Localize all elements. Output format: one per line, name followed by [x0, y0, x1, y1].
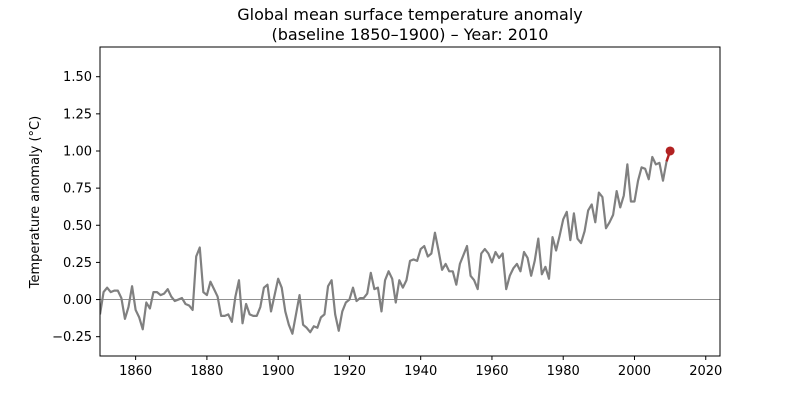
plot-frame	[99, 46, 721, 357]
x-tick-label: 1900	[262, 364, 295, 379]
y-tick-label: 1.00	[63, 144, 92, 159]
y-tick-label: 1.25	[63, 107, 92, 122]
y-tick-label: 0.75	[63, 182, 92, 197]
chart-title-line-2: (baseline 1850–1900) – Year: 2010	[272, 25, 549, 44]
temperature-history-line	[100, 150, 672, 335]
y-axis-label: Temperature anomaly (°C)	[28, 116, 43, 289]
x-tick-label: 1940	[404, 364, 437, 379]
y-tick-label: 0.25	[63, 256, 92, 271]
y-tick-label: 1.50	[63, 70, 92, 85]
x-tick-label: 1860	[119, 364, 152, 379]
x-tick-label: 1880	[190, 364, 223, 379]
plot-area: 1860 1880 1900 1920 1940 1960 1980 2000 2020 −0.2…	[52, 46, 722, 379]
x-tick-label: 2020	[689, 364, 722, 379]
y-tick-label: −0.25	[52, 330, 92, 345]
y-tick-label: 0.00	[63, 293, 92, 308]
y-tick-label: 0.50	[63, 219, 92, 234]
chart-title-line-1: Global mean surface temperature anomaly	[237, 5, 583, 24]
current-year-marker	[665, 146, 675, 156]
x-tick-label: 2000	[618, 364, 651, 379]
x-tick-label: 1980	[547, 364, 580, 379]
x-tick-label: 1960	[475, 364, 508, 379]
x-tick-label: 1920	[333, 364, 366, 379]
